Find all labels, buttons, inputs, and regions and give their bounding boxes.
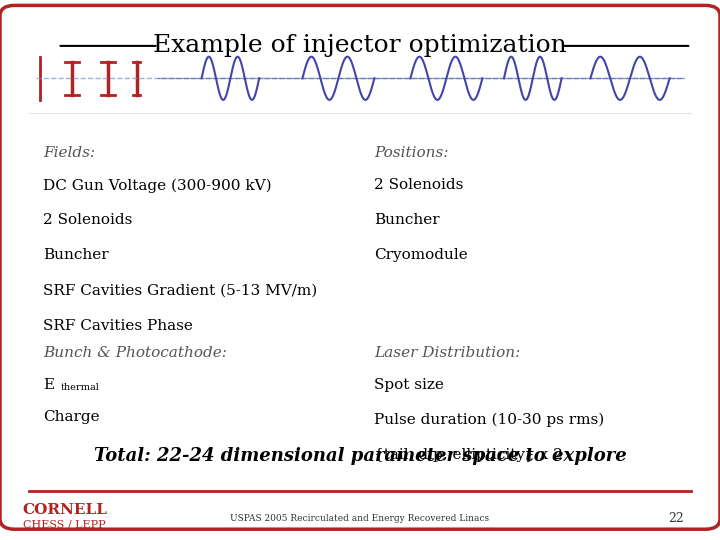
Text: Spot size: Spot size (374, 378, 444, 392)
Text: Example of injector optimization: Example of injector optimization (153, 35, 567, 57)
Text: E: E (43, 378, 54, 392)
Text: 2 Solenoids: 2 Solenoids (43, 213, 132, 227)
Text: {tail, dip, ellipticity} x 2: {tail, dip, ellipticity} x 2 (374, 448, 563, 462)
Text: Buncher: Buncher (43, 248, 109, 262)
Text: 2 Solenoids: 2 Solenoids (374, 178, 464, 192)
Text: CORNELL: CORNELL (22, 503, 107, 517)
Text: Fields:: Fields: (43, 146, 95, 160)
Text: Total: 22-24 dimensional parameter space to explore: Total: 22-24 dimensional parameter space… (94, 447, 626, 465)
Text: 22: 22 (668, 512, 684, 525)
FancyBboxPatch shape (0, 5, 720, 529)
Text: CHESS / LEPP: CHESS / LEPP (24, 520, 106, 530)
Text: thermal: thermal (61, 383, 100, 393)
Text: DC Gun Voltage (300-900 kV): DC Gun Voltage (300-900 kV) (43, 178, 272, 193)
Text: Cryomodule: Cryomodule (374, 248, 468, 262)
Text: Laser Distribution:: Laser Distribution: (374, 346, 521, 360)
Text: Bunch & Photocathode:: Bunch & Photocathode: (43, 346, 227, 360)
Text: Positions:: Positions: (374, 146, 449, 160)
Text: USPAS 2005 Recirculated and Energy Recovered Linacs: USPAS 2005 Recirculated and Energy Recov… (230, 514, 490, 523)
Text: SRF Cavities Phase: SRF Cavities Phase (43, 319, 193, 333)
Text: SRF Cavities Gradient (5-13 MV/m): SRF Cavities Gradient (5-13 MV/m) (43, 284, 318, 298)
Text: Buncher: Buncher (374, 213, 440, 227)
Text: Charge: Charge (43, 410, 100, 424)
Text: Pulse duration (10-30 ps rms): Pulse duration (10-30 ps rms) (374, 413, 605, 428)
